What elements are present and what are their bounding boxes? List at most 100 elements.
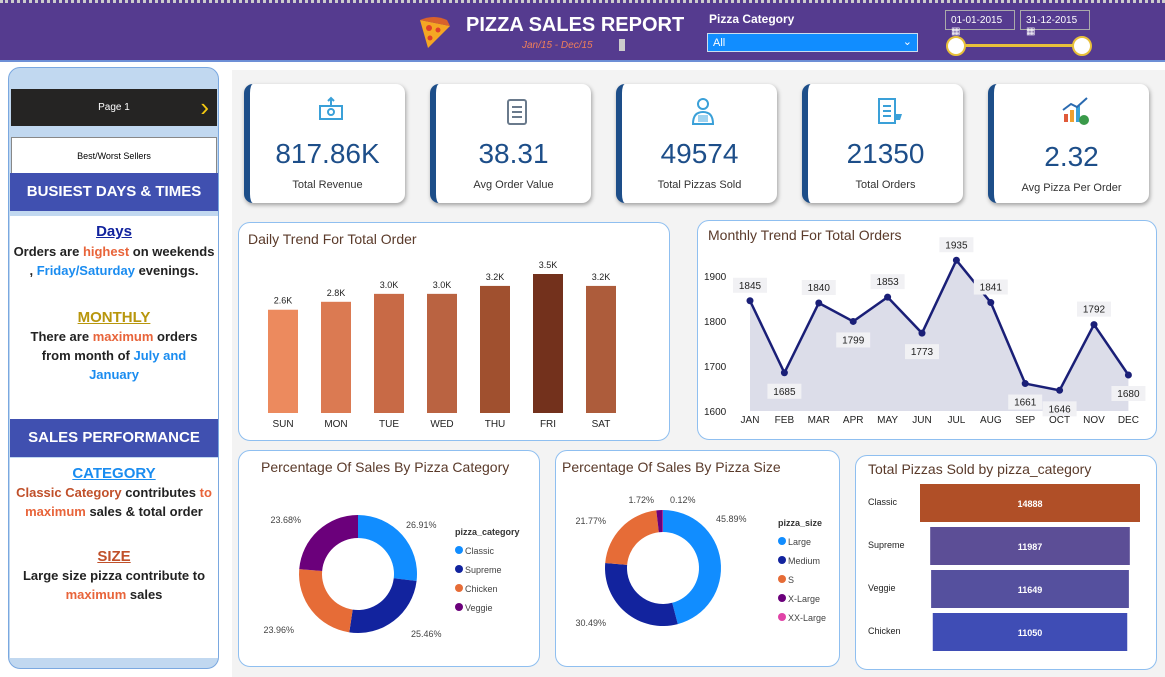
page-navigation-button[interactable]: Page 1 › xyxy=(11,89,217,126)
category-filter-dropdown[interactable]: All ⌄ xyxy=(707,33,918,52)
data-label: 1680 xyxy=(1117,389,1140,400)
kpi-value: 817.86K xyxy=(275,138,380,169)
report-title: PIZZA SALES REPORT xyxy=(466,14,685,36)
kpi-label: Total Revenue xyxy=(292,179,363,191)
data-label-bg xyxy=(801,280,836,295)
busiest-heading: BUSIEST DAYS & TIMES xyxy=(10,173,218,211)
data-point-apr xyxy=(849,317,857,325)
x-tick-label: TUE xyxy=(379,419,399,430)
data-label-bg xyxy=(1008,394,1043,410)
size-share-panel: Percentage Of Sales By Pizza Size 45.89%… xyxy=(555,450,840,667)
legend-item: Classic xyxy=(465,546,495,556)
x-tick-label: WED xyxy=(430,419,453,430)
slice-classic xyxy=(358,515,417,582)
slice-data-label: 30.49% xyxy=(575,618,606,628)
x-tick-label: FRI xyxy=(540,419,556,430)
legend-marker-supreme xyxy=(455,565,463,573)
calendar-icon[interactable]: ▦ xyxy=(951,26,961,37)
funnel-category-label: Supreme xyxy=(868,540,905,550)
slice-x-large xyxy=(656,510,663,533)
funnel-data-label: 14888 xyxy=(1017,499,1042,509)
data-label-bg xyxy=(973,279,1008,295)
slice-data-label: 0.12% xyxy=(670,495,696,505)
slice-chicken xyxy=(299,569,353,633)
page-button-label: Page 1 xyxy=(98,102,130,113)
data-label-bg xyxy=(1077,301,1111,317)
kpi-label: Avg Order Value xyxy=(473,179,554,191)
x-tick-label: SAT xyxy=(592,419,611,430)
kpi-value: 2.32 xyxy=(1044,141,1099,172)
x-tick-label: THU xyxy=(485,419,506,430)
x-tick-label: SUN xyxy=(272,419,293,430)
end-date-input[interactable]: 31-12-2015 ▦ xyxy=(1020,10,1090,37)
funnel-bar-classic xyxy=(920,484,1140,522)
data-label: 1935 xyxy=(945,240,968,251)
x-tick-label: AUG xyxy=(980,415,1002,426)
legend-item: Veggie xyxy=(465,603,493,613)
daily-trend-panel: Daily Trend For Total Order 2.6K SUN 2.8K M… xyxy=(238,222,670,441)
best-worst-sellers-button[interactable]: Best/Worst Sellers xyxy=(11,137,217,174)
legend-title: pizza_category xyxy=(455,527,520,537)
data-point-jul xyxy=(952,256,960,264)
monthly-trend-title: Monthly Trend For Total Orders xyxy=(708,227,902,243)
bar-thu xyxy=(480,285,510,413)
monthly-trend-panel: Monthly Trend For Total Orders 1600 1700 1… xyxy=(697,220,1157,440)
size-donut-chart: 45.89% 30.49% 21.77% 1.72% 0.12% pizza_size La… xyxy=(575,495,826,628)
chevron-down-icon: ⌄ xyxy=(902,36,912,48)
funnel-bar-chicken xyxy=(932,613,1128,651)
legend-marker-medium xyxy=(778,556,786,564)
start-date-input[interactable]: 01-01-2015 ▦ xyxy=(945,10,1015,37)
slice-s xyxy=(605,510,659,565)
legend-item: Supreme xyxy=(465,565,502,575)
sales-insights: CATEGORY Classic Category contributes to… xyxy=(10,458,218,658)
bar-data-label: 3.2K xyxy=(486,272,505,282)
daily-trend-title: Daily Trend For Total Order xyxy=(248,231,417,247)
bar-data-label: 3.2K xyxy=(592,272,611,282)
slice-medium xyxy=(605,562,678,626)
x-tick-label: JAN xyxy=(741,415,760,426)
chevron-right-icon: › xyxy=(200,92,209,122)
data-point-dec xyxy=(1124,371,1132,379)
bar-mon xyxy=(321,301,351,413)
order-list-icon xyxy=(878,98,902,124)
slice-large xyxy=(663,510,721,625)
date-slider-end-handle[interactable] xyxy=(1072,36,1092,56)
x-tick-label: DEC xyxy=(1118,415,1139,426)
funnel-data-label: 11987 xyxy=(1018,542,1043,552)
kpi-card-total-pizzas-sold: 49574 Total Pizzas Sold xyxy=(616,84,777,203)
slice-data-label: 23.68% xyxy=(270,515,301,525)
kpi-value: 38.31 xyxy=(478,138,549,169)
category-filter-value: All xyxy=(713,37,726,49)
funnel-category-label: Classic xyxy=(868,497,898,507)
kpi-value: 49574 xyxy=(660,138,739,169)
date-slider-start-handle[interactable] xyxy=(946,36,966,56)
data-label-bg xyxy=(733,277,767,293)
legend-item: Chicken xyxy=(465,584,498,594)
category-share-title: Percentage Of Sales By Pizza Category xyxy=(261,459,510,475)
y-tick-label: 1700 xyxy=(704,362,727,373)
days-text: Orders are highest on weekends , Friday/… xyxy=(13,244,215,278)
bar-fri xyxy=(533,274,563,413)
trend-line xyxy=(748,257,1130,392)
x-tick-label: MON xyxy=(324,419,347,430)
slice-data-label: 1.72% xyxy=(628,495,654,505)
y-tick-label: 1900 xyxy=(704,272,727,283)
legend-item: Medium xyxy=(788,556,820,566)
slice-data-label: 26.91% xyxy=(406,520,437,530)
date-slider-track[interactable] xyxy=(956,44,1082,47)
x-tick-label: NOV xyxy=(1083,415,1105,426)
bar-data-label: 3.5K xyxy=(539,260,558,270)
daily-trend-chart: 2.6K SUN 2.8K MON 3.0K TUE 3.0K WED 3.2K THU 3.5K F… xyxy=(268,260,616,430)
x-tick-label: FEB xyxy=(775,415,795,426)
data-label: 1792 xyxy=(1083,305,1106,316)
calendar-icon[interactable]: ▦ xyxy=(1026,26,1036,37)
days-heading: Days xyxy=(96,223,132,240)
data-label-bg xyxy=(905,344,939,360)
data-point-mar xyxy=(815,299,823,307)
bar-tue xyxy=(374,293,404,413)
slice-veggie xyxy=(299,515,358,572)
slice-supreme xyxy=(349,578,417,633)
area-fill xyxy=(750,260,1129,411)
bar-sun xyxy=(268,309,298,413)
slice-data-label: 45.89% xyxy=(716,514,747,524)
